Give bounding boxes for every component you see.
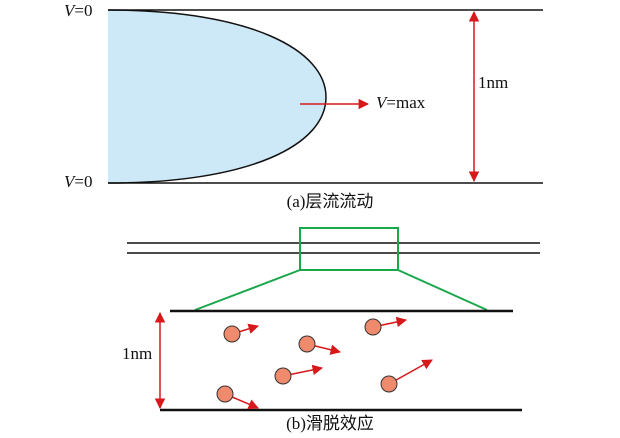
- velocity-profile-fill: [108, 10, 326, 183]
- bottom-label: V=0: [64, 172, 92, 191]
- laminar-panel: V=0 V=0 V=max 1nm (a)层流流动: [64, 1, 543, 211]
- particle: [275, 368, 291, 384]
- particle: [381, 376, 397, 392]
- particle: [224, 326, 240, 342]
- particle: [299, 336, 315, 352]
- center-label: V=max: [376, 93, 426, 112]
- top-label: V=0: [64, 1, 92, 20]
- zoom-line: [398, 270, 487, 310]
- zoom-line: [195, 270, 300, 310]
- caption: (b)滑脱效应: [286, 414, 374, 433]
- particle: [217, 386, 233, 402]
- width-label: 1nm: [122, 344, 152, 363]
- width-label: 1nm: [478, 73, 508, 92]
- slip-panel: 1nm (b)滑脱效应: [122, 228, 540, 433]
- caption: (a)层流流动: [287, 192, 374, 211]
- particle: [365, 319, 381, 335]
- diagram: V=0 V=0 V=max 1nm (a)层流流动 1nm: [0, 0, 620, 438]
- particles: [217, 319, 432, 408]
- zoom-box: [300, 228, 398, 270]
